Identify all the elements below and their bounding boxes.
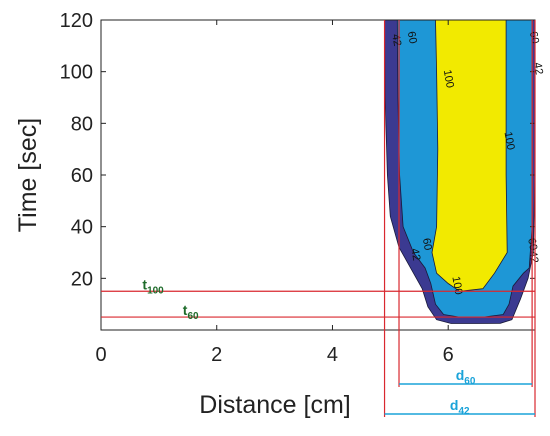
y-tick-label: 20 [71, 268, 93, 290]
y-axis-label: Time [sec] [14, 118, 42, 232]
t100-label: t100 [142, 276, 164, 296]
contour-label-10: 42 [526, 250, 540, 264]
y-axis-ticks: 20 40 60 80 100 120 [60, 10, 535, 290]
contour-label-8: 100 [449, 275, 464, 295]
x-axis-ticks: 0 2 4 6 [95, 20, 454, 366]
x-tick-label: 0 [95, 344, 106, 366]
contour-fills [384, 19, 536, 324]
contour-label-3: 100 [502, 131, 517, 151]
t60-label: t60 [183, 302, 199, 322]
contour-label-6: 60 [420, 237, 434, 251]
contour-label-2: 100 [441, 69, 456, 89]
contour-label-4: 60 [527, 30, 541, 44]
x-axis-label: Distance [cm] [199, 391, 350, 419]
y-tick-label: 120 [60, 10, 93, 32]
d60-label: d60 [456, 367, 476, 387]
y-tick-label: 80 [71, 113, 93, 135]
contour-label-5: 42 [531, 61, 545, 75]
contour-label-7: 42 [408, 247, 422, 261]
contour-label-0: 42 [389, 33, 403, 47]
contour-label-1: 60 [405, 30, 419, 44]
x-tick-label: 4 [327, 344, 338, 366]
contour-region-100 [431, 19, 508, 292]
annotations: t100 t60 d60 d42 [101, 20, 536, 417]
x-tick-label: 6 [443, 344, 454, 366]
d42-label: d42 [450, 397, 470, 417]
x-tick-label: 2 [211, 344, 222, 366]
y-tick-label: 40 [71, 217, 93, 239]
y-tick-label: 100 [60, 62, 93, 84]
y-tick-label: 60 [71, 165, 93, 187]
